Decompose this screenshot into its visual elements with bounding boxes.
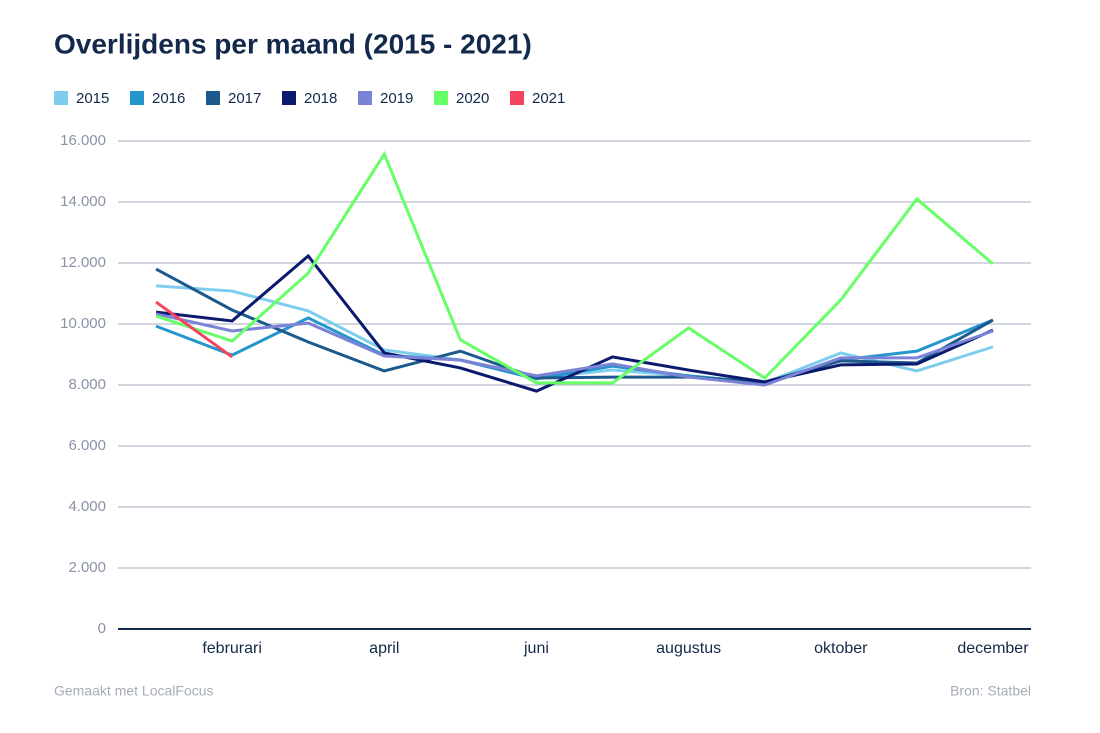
legend-swatch	[434, 91, 448, 105]
series-line	[155, 267, 994, 384]
x-tick-label: oktober	[814, 640, 868, 657]
footer-source-right: Bron: Statbel	[950, 683, 1031, 699]
series-line	[155, 312, 994, 387]
x-tick-label: juni	[523, 640, 549, 657]
y-tick-label: 4.000	[68, 498, 106, 515]
x-tick-label: april	[369, 640, 399, 657]
x-tick-label: augustus	[656, 640, 721, 657]
y-tick-label: 2.000	[68, 559, 106, 576]
legend-swatch	[510, 91, 524, 105]
legend-swatch	[130, 91, 144, 105]
legend-label: 2021	[532, 90, 565, 107]
series-line	[155, 253, 994, 393]
y-tick-label: 6.000	[68, 437, 106, 454]
footer-source-left: Gemaakt met LocalFocus	[54, 683, 214, 699]
legend-label: 2016	[152, 90, 185, 107]
legend-swatch	[54, 91, 68, 105]
legend-label: 2017	[228, 90, 261, 107]
legend-label: 2015	[76, 90, 109, 107]
chart-title: Overlijdens per maand (2015 - 2021)	[54, 28, 532, 59]
x-tick-label: februrari	[202, 640, 262, 657]
y-tick-label: 10.000	[60, 315, 106, 332]
y-tick-label: 16.000	[60, 132, 106, 149]
legend-label: 2020	[456, 90, 489, 107]
series-line	[155, 300, 234, 359]
y-tick-label: 8.000	[68, 376, 106, 393]
legend-label: 2018	[304, 90, 337, 107]
series-line	[155, 150, 994, 385]
y-tick-label: 0	[98, 620, 106, 637]
legend-swatch	[206, 91, 220, 105]
legend-swatch	[358, 91, 372, 105]
y-tick-label: 14.000	[60, 193, 106, 210]
series-line	[155, 284, 994, 385]
y-tick-label: 12.000	[60, 254, 106, 271]
legend-swatch	[282, 91, 296, 105]
x-tick-label: december	[957, 640, 1029, 657]
legend-label: 2019	[380, 90, 413, 107]
